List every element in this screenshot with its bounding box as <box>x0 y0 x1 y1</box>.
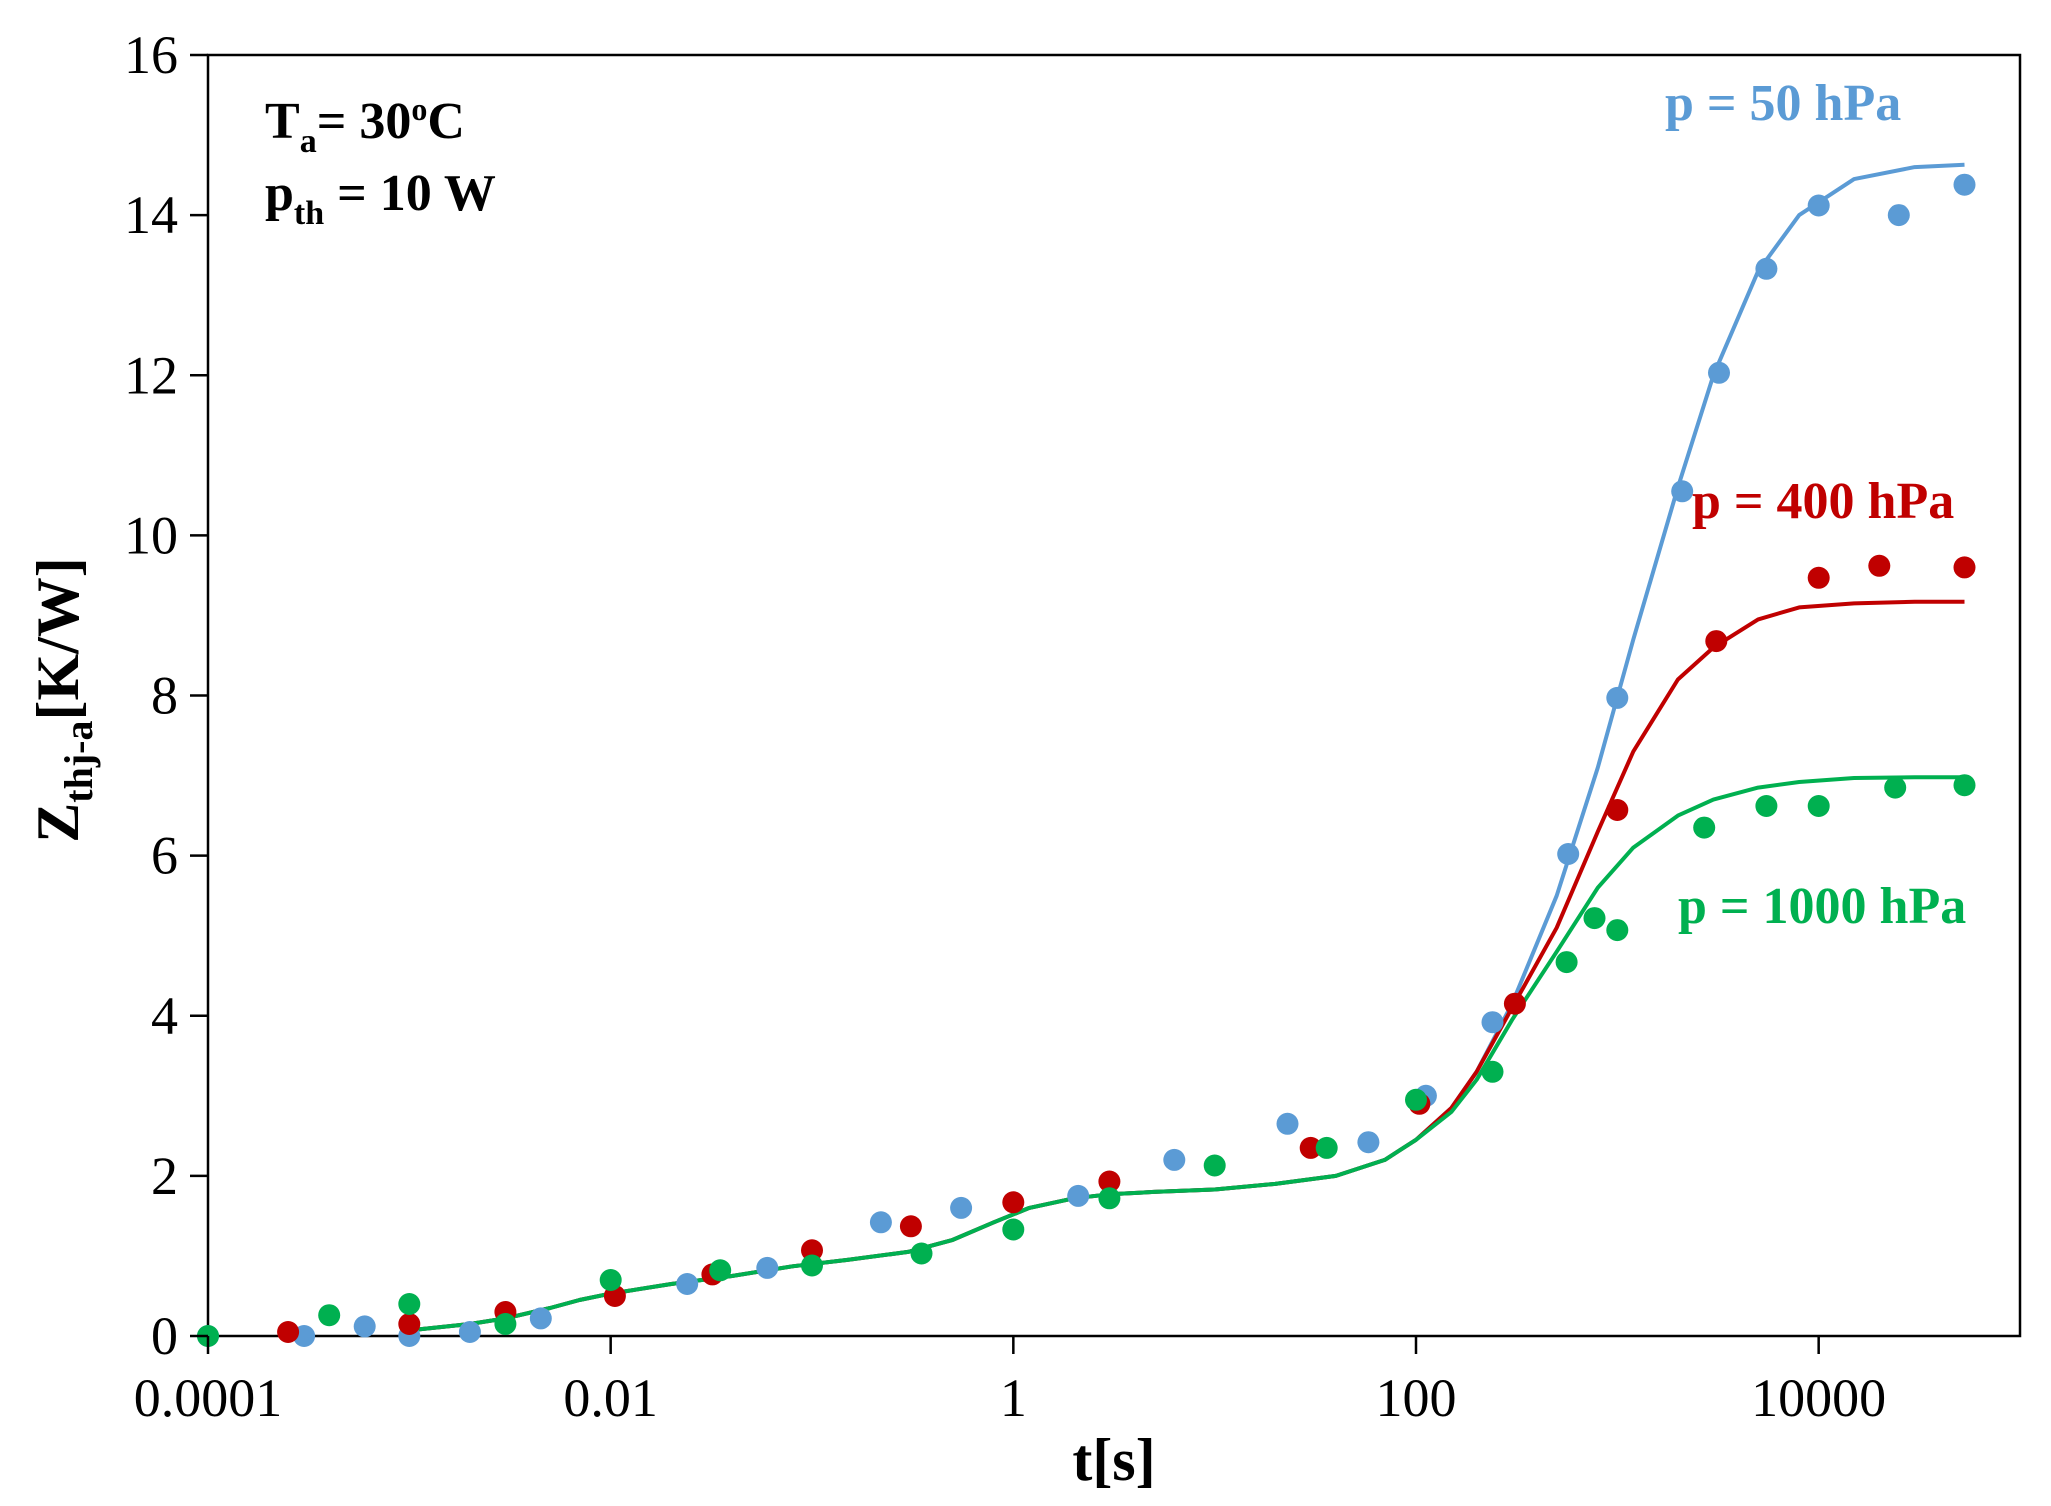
data-point-series-2 <box>1002 1218 1025 1241</box>
x-tick-label: 0.01 <box>563 1368 658 1428</box>
data-point-series-2 <box>1953 774 1976 797</box>
data-point-series-0 <box>950 1196 973 1219</box>
data-point-series-1 <box>1002 1191 1025 1214</box>
x-tick-label: 10000 <box>1751 1368 1886 1428</box>
data-point-series-0 <box>1481 1011 1504 1034</box>
data-point-series-0 <box>529 1307 552 1330</box>
data-point-series-2 <box>318 1304 341 1327</box>
y-axis-title: Zthj-a[K/W] <box>25 557 101 843</box>
fit-line-series-1 <box>409 599 1965 1333</box>
data-point-series-0 <box>756 1256 779 1279</box>
axis-ticks: 0 2 4 6 8 10 12 14 16 0.0001 0.01 1 100 10000 <box>124 25 1886 1428</box>
y-tick-label: 12 <box>124 345 178 405</box>
data-point-series-2 <box>599 1269 622 1291</box>
data-point-series-1 <box>899 1215 922 1238</box>
y-tick-label: 0 <box>151 1306 178 1366</box>
data-point-series-2 <box>1807 795 1830 817</box>
data-point-series-2 <box>1405 1088 1427 1111</box>
data-point-series-2 <box>1098 1187 1121 1210</box>
data-point-series-1 <box>398 1313 421 1335</box>
data-point-series-0 <box>1953 173 1976 196</box>
data-point-series-2 <box>709 1259 732 1282</box>
data-point-series-1 <box>801 1239 823 1262</box>
fit-lines <box>409 162 1965 1333</box>
x-tick-label: 1 <box>1000 1368 1027 1428</box>
ambient-temperature-annotation: Ta= 30oC <box>265 91 465 160</box>
data-point-series-2 <box>494 1313 517 1335</box>
power-annotation: pth = 10 W <box>265 165 496 232</box>
data-point-series-2 <box>1606 919 1629 942</box>
data-point-series-0 <box>458 1321 481 1343</box>
legend-label-1000hpa: p = 1000 hPa <box>1678 878 1966 935</box>
y-tick-label: 6 <box>151 826 178 886</box>
data-point-series-0 <box>676 1273 699 1295</box>
data-point-series-2 <box>910 1242 933 1265</box>
legend-label-50hpa: p = 50 hPa <box>1665 75 1901 132</box>
data-point-series-1 <box>1807 566 1830 589</box>
x-tick-label: 100 <box>1376 1368 1457 1428</box>
data-point-series-0 <box>1671 480 1694 503</box>
data-point-series-0 <box>1357 1131 1380 1154</box>
y-tick-label: 14 <box>124 185 178 245</box>
data-point-series-0 <box>353 1315 376 1338</box>
data-point-series-0 <box>1807 194 1830 217</box>
fit-line-series-0 <box>409 162 1965 1333</box>
data-point-series-2 <box>1755 795 1778 817</box>
data-point-series-0 <box>869 1211 892 1234</box>
data-point-series-0 <box>1163 1148 1186 1171</box>
y-tick-label: 10 <box>124 505 178 565</box>
plot-area-frame <box>206 53 2022 1338</box>
data-point-series-1 <box>1098 1170 1121 1193</box>
data-point-series-2 <box>1555 951 1578 974</box>
data-point-series-0 <box>1887 204 1910 227</box>
data-point-series-1 <box>1606 799 1629 821</box>
x-tick-label: 0.0001 <box>134 1368 283 1428</box>
data-point-series-2 <box>1884 776 1907 799</box>
data-point-series-0 <box>1067 1184 1090 1207</box>
data-point-series-0 <box>1557 843 1580 865</box>
fit-line-series-2 <box>409 775 1965 1333</box>
data-point-series-1 <box>277 1321 300 1343</box>
data-point-series-2 <box>1583 907 1606 930</box>
y-tick-label: 16 <box>124 25 178 85</box>
data-point-series-1 <box>1503 992 1526 1015</box>
data-point-series-1 <box>1868 554 1891 577</box>
x-axis-title: t[s] <box>1072 1427 1155 1493</box>
data-point-series-2 <box>1693 816 1716 839</box>
data-point-series-1 <box>1299 1136 1322 1159</box>
legend-label-400hpa: p = 400 hPa <box>1692 473 1954 530</box>
data-point-series-2 <box>1203 1154 1226 1177</box>
data-point-series-0 <box>1708 361 1730 384</box>
data-point-series-1 <box>1705 630 1728 653</box>
data-point-series-0 <box>1755 257 1778 280</box>
data-point-series-2 <box>801 1254 823 1277</box>
data-point-series-2 <box>398 1293 421 1315</box>
y-tick-label: 4 <box>151 986 178 1046</box>
data-point-series-0 <box>1606 686 1629 709</box>
data-point-series-2 <box>1481 1060 1504 1083</box>
y-tick-label: 8 <box>151 666 178 726</box>
data-point-series-0 <box>1276 1112 1299 1135</box>
y-tick-label: 2 <box>151 1146 178 1206</box>
data-points <box>197 173 1976 1347</box>
data-point-series-2 <box>1315 1136 1338 1159</box>
data-point-series-1 <box>1953 556 1976 579</box>
